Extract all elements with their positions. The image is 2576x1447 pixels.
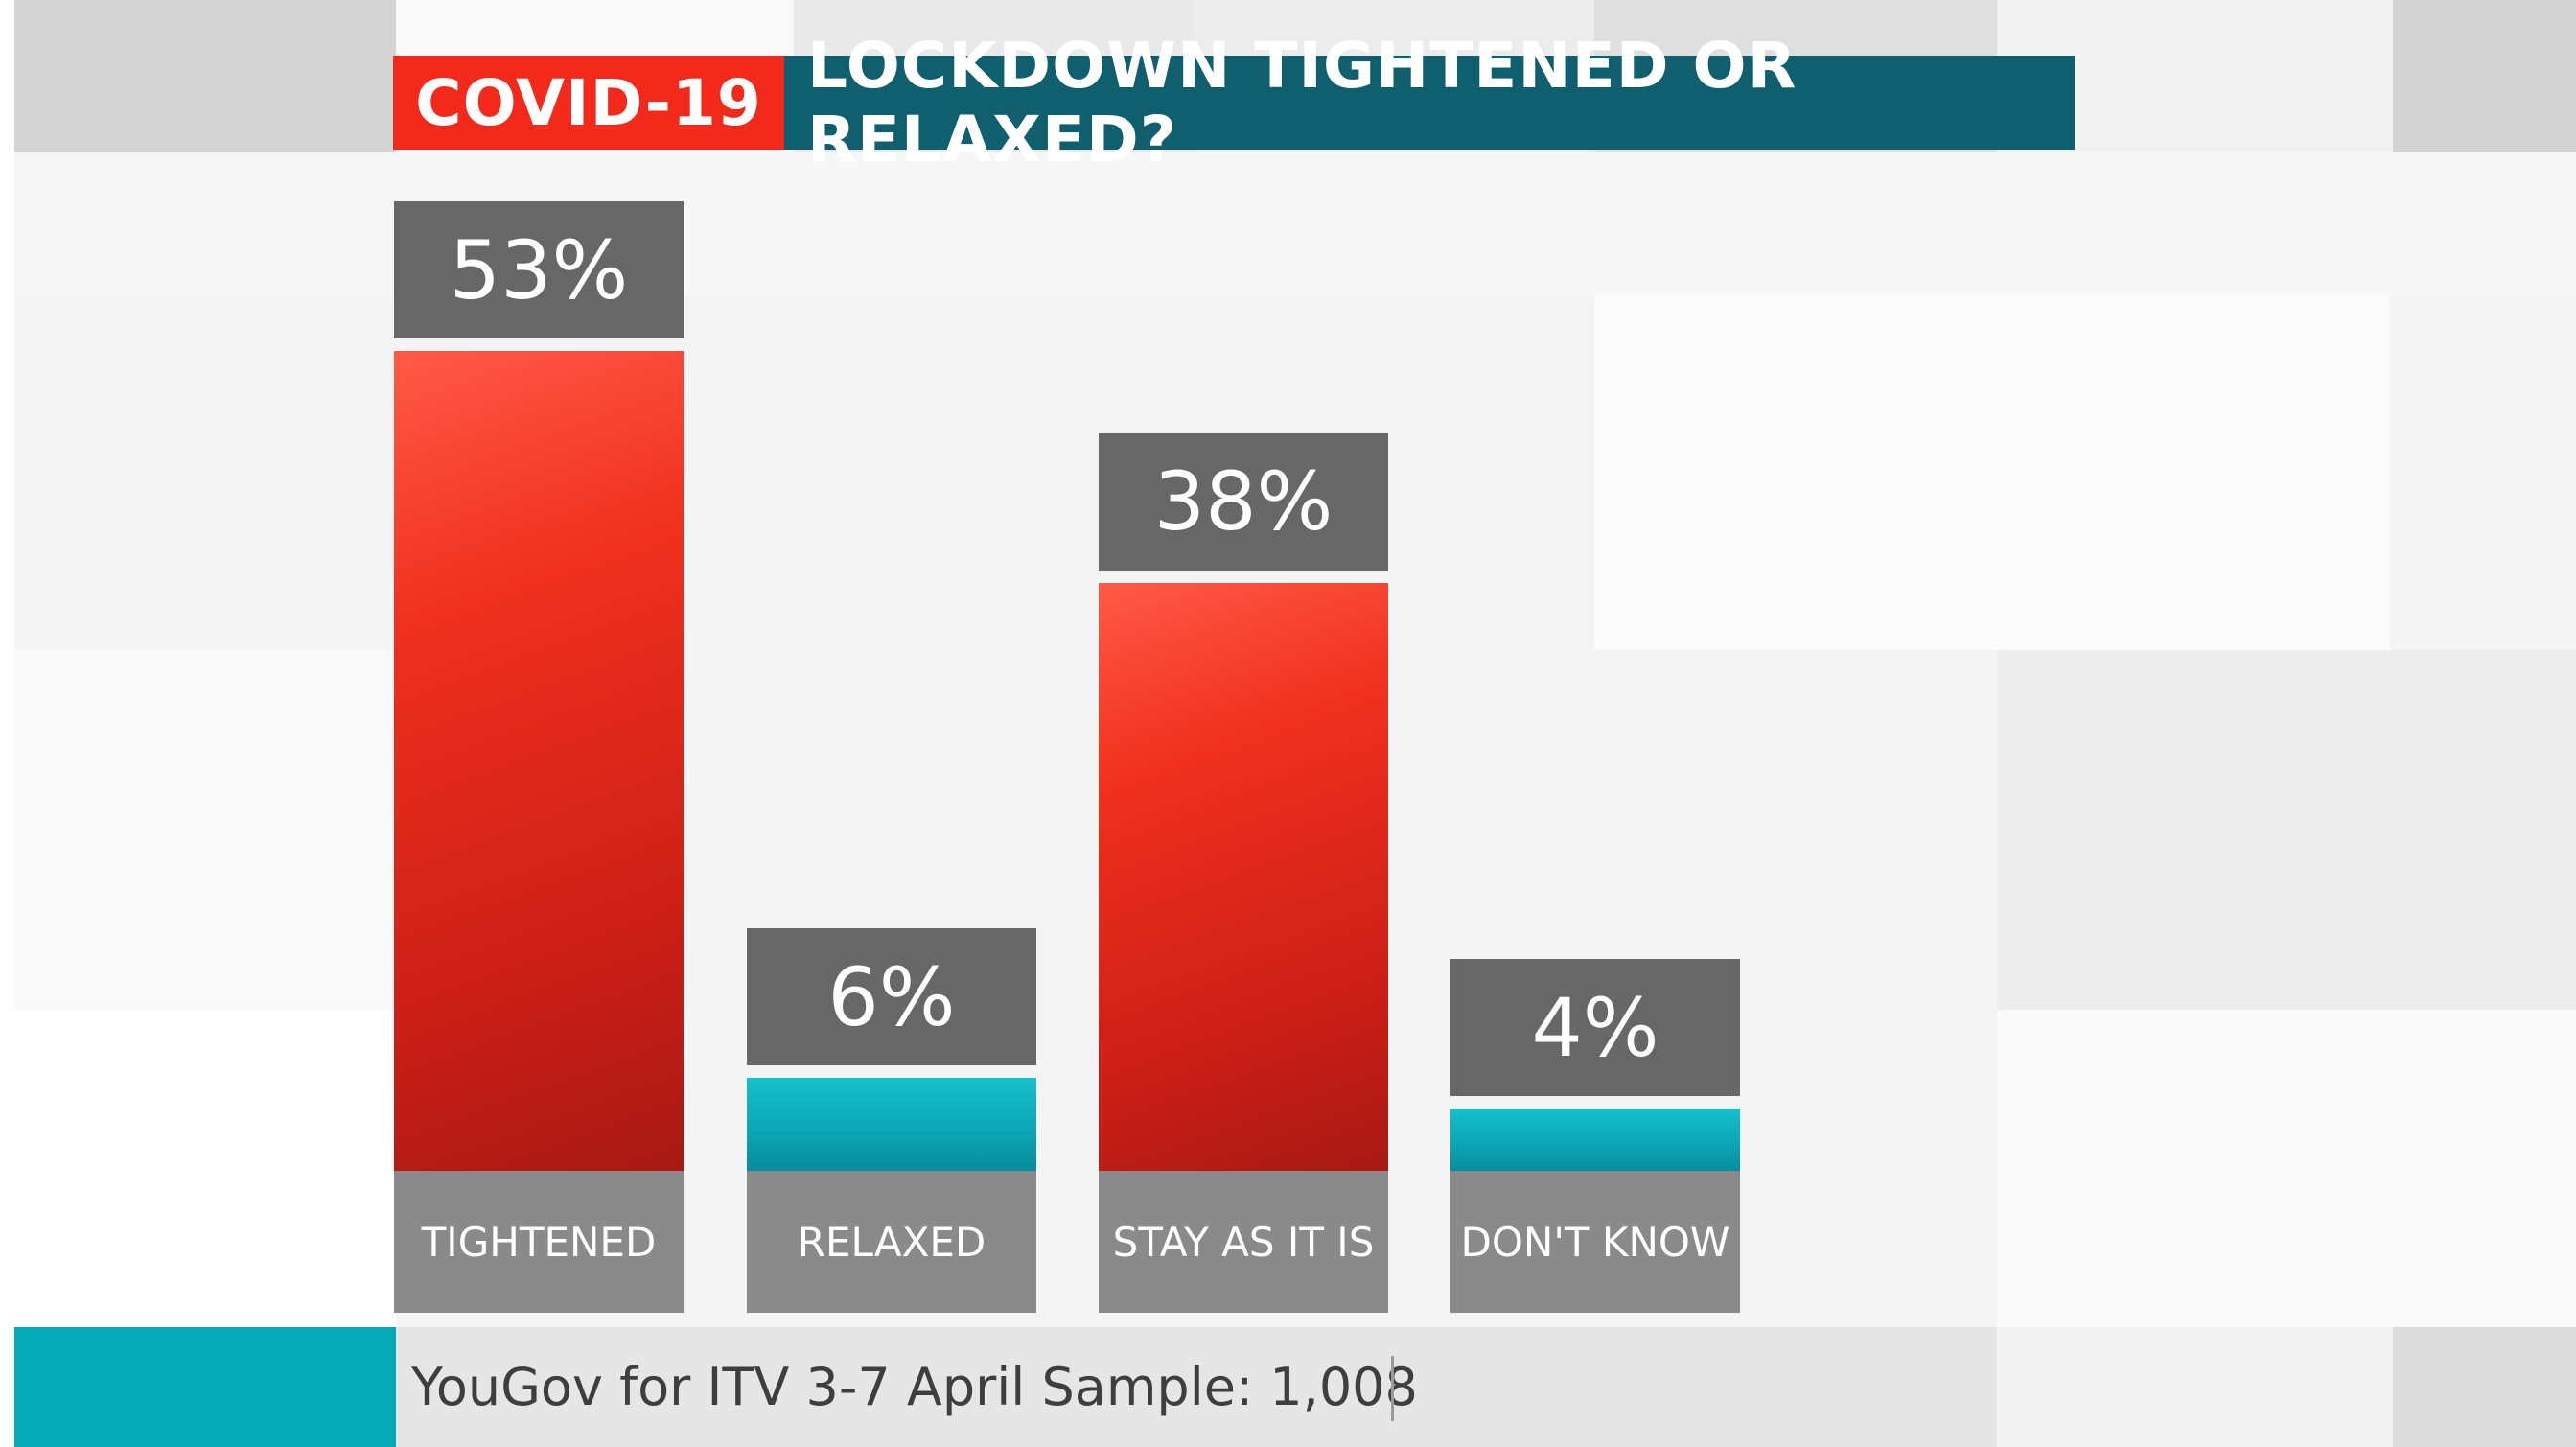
bar-tightened	[394, 351, 684, 1171]
bar-group-dont-know: 4% DON'T KNOW	[1450, 0, 1740, 1313]
background-tile	[1594, 295, 2390, 650]
bar-relaxed	[747, 1078, 1036, 1171]
value-label: 38%	[1099, 432, 1388, 571]
footer-accent	[14, 1327, 396, 1447]
background-tile	[14, 0, 396, 152]
background-tile	[1997, 1010, 2576, 1327]
bar-group-tightened: 53% TIGHTENED	[394, 0, 684, 1313]
background-tile	[14, 650, 396, 1010]
category-label: STAY AS IT IS	[1099, 1171, 1388, 1313]
topic-tag: COVID-19	[393, 56, 784, 150]
source-caption: YouGov for ITV 3-7 April Sample: 1,008	[411, 1357, 1418, 1417]
category-label: TIGHTENED	[394, 1171, 684, 1313]
category-label: RELAXED	[747, 1171, 1036, 1313]
background-tile	[0, 0, 14, 1447]
value-label: 6%	[747, 928, 1036, 1066]
background-tile	[1997, 1327, 2393, 1447]
background-tile	[14, 1010, 396, 1327]
bar-group-stay-as-it-is: 38% STAY AS IT IS	[1099, 0, 1388, 1313]
bar-dont-know	[1450, 1109, 1740, 1171]
bar-stay-as-it-is	[1099, 582, 1388, 1171]
footer-divider	[1391, 1356, 1394, 1421]
background-tile	[2393, 0, 2576, 152]
bar-group-relaxed: 6% RELAXED	[747, 0, 1036, 1313]
value-label: 53%	[394, 201, 684, 338]
footer: YouGov for ITV 3-7 April Sample: 1,008	[396, 1327, 1997, 1447]
value-label: 4%	[1450, 959, 1740, 1097]
category-label: DON'T KNOW	[1450, 1171, 1740, 1313]
background-tile	[1997, 650, 2576, 1010]
background-tile	[2393, 1327, 2576, 1447]
